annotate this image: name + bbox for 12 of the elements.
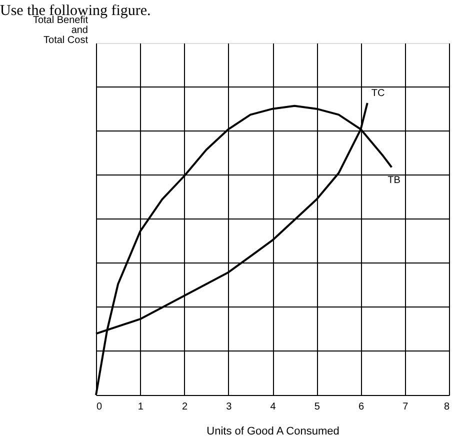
x-tick-label: 1 <box>138 402 144 412</box>
x-axis-title: Units of Good A Consumed <box>206 426 340 438</box>
x-tick-label: 3 <box>226 402 232 412</box>
x-tick-label: 6 <box>358 402 364 412</box>
series-label: TB <box>388 175 401 186</box>
x-tick-label: 7 <box>402 402 409 412</box>
x-tick-label: 5 <box>314 402 320 412</box>
x-tick-label: 8 <box>444 402 450 412</box>
x-tick-label: 0 <box>96 402 102 412</box>
x-tick-label: 4 <box>270 402 276 412</box>
x-tick-label: 2 <box>182 402 188 412</box>
series-label: TC <box>371 88 385 99</box>
